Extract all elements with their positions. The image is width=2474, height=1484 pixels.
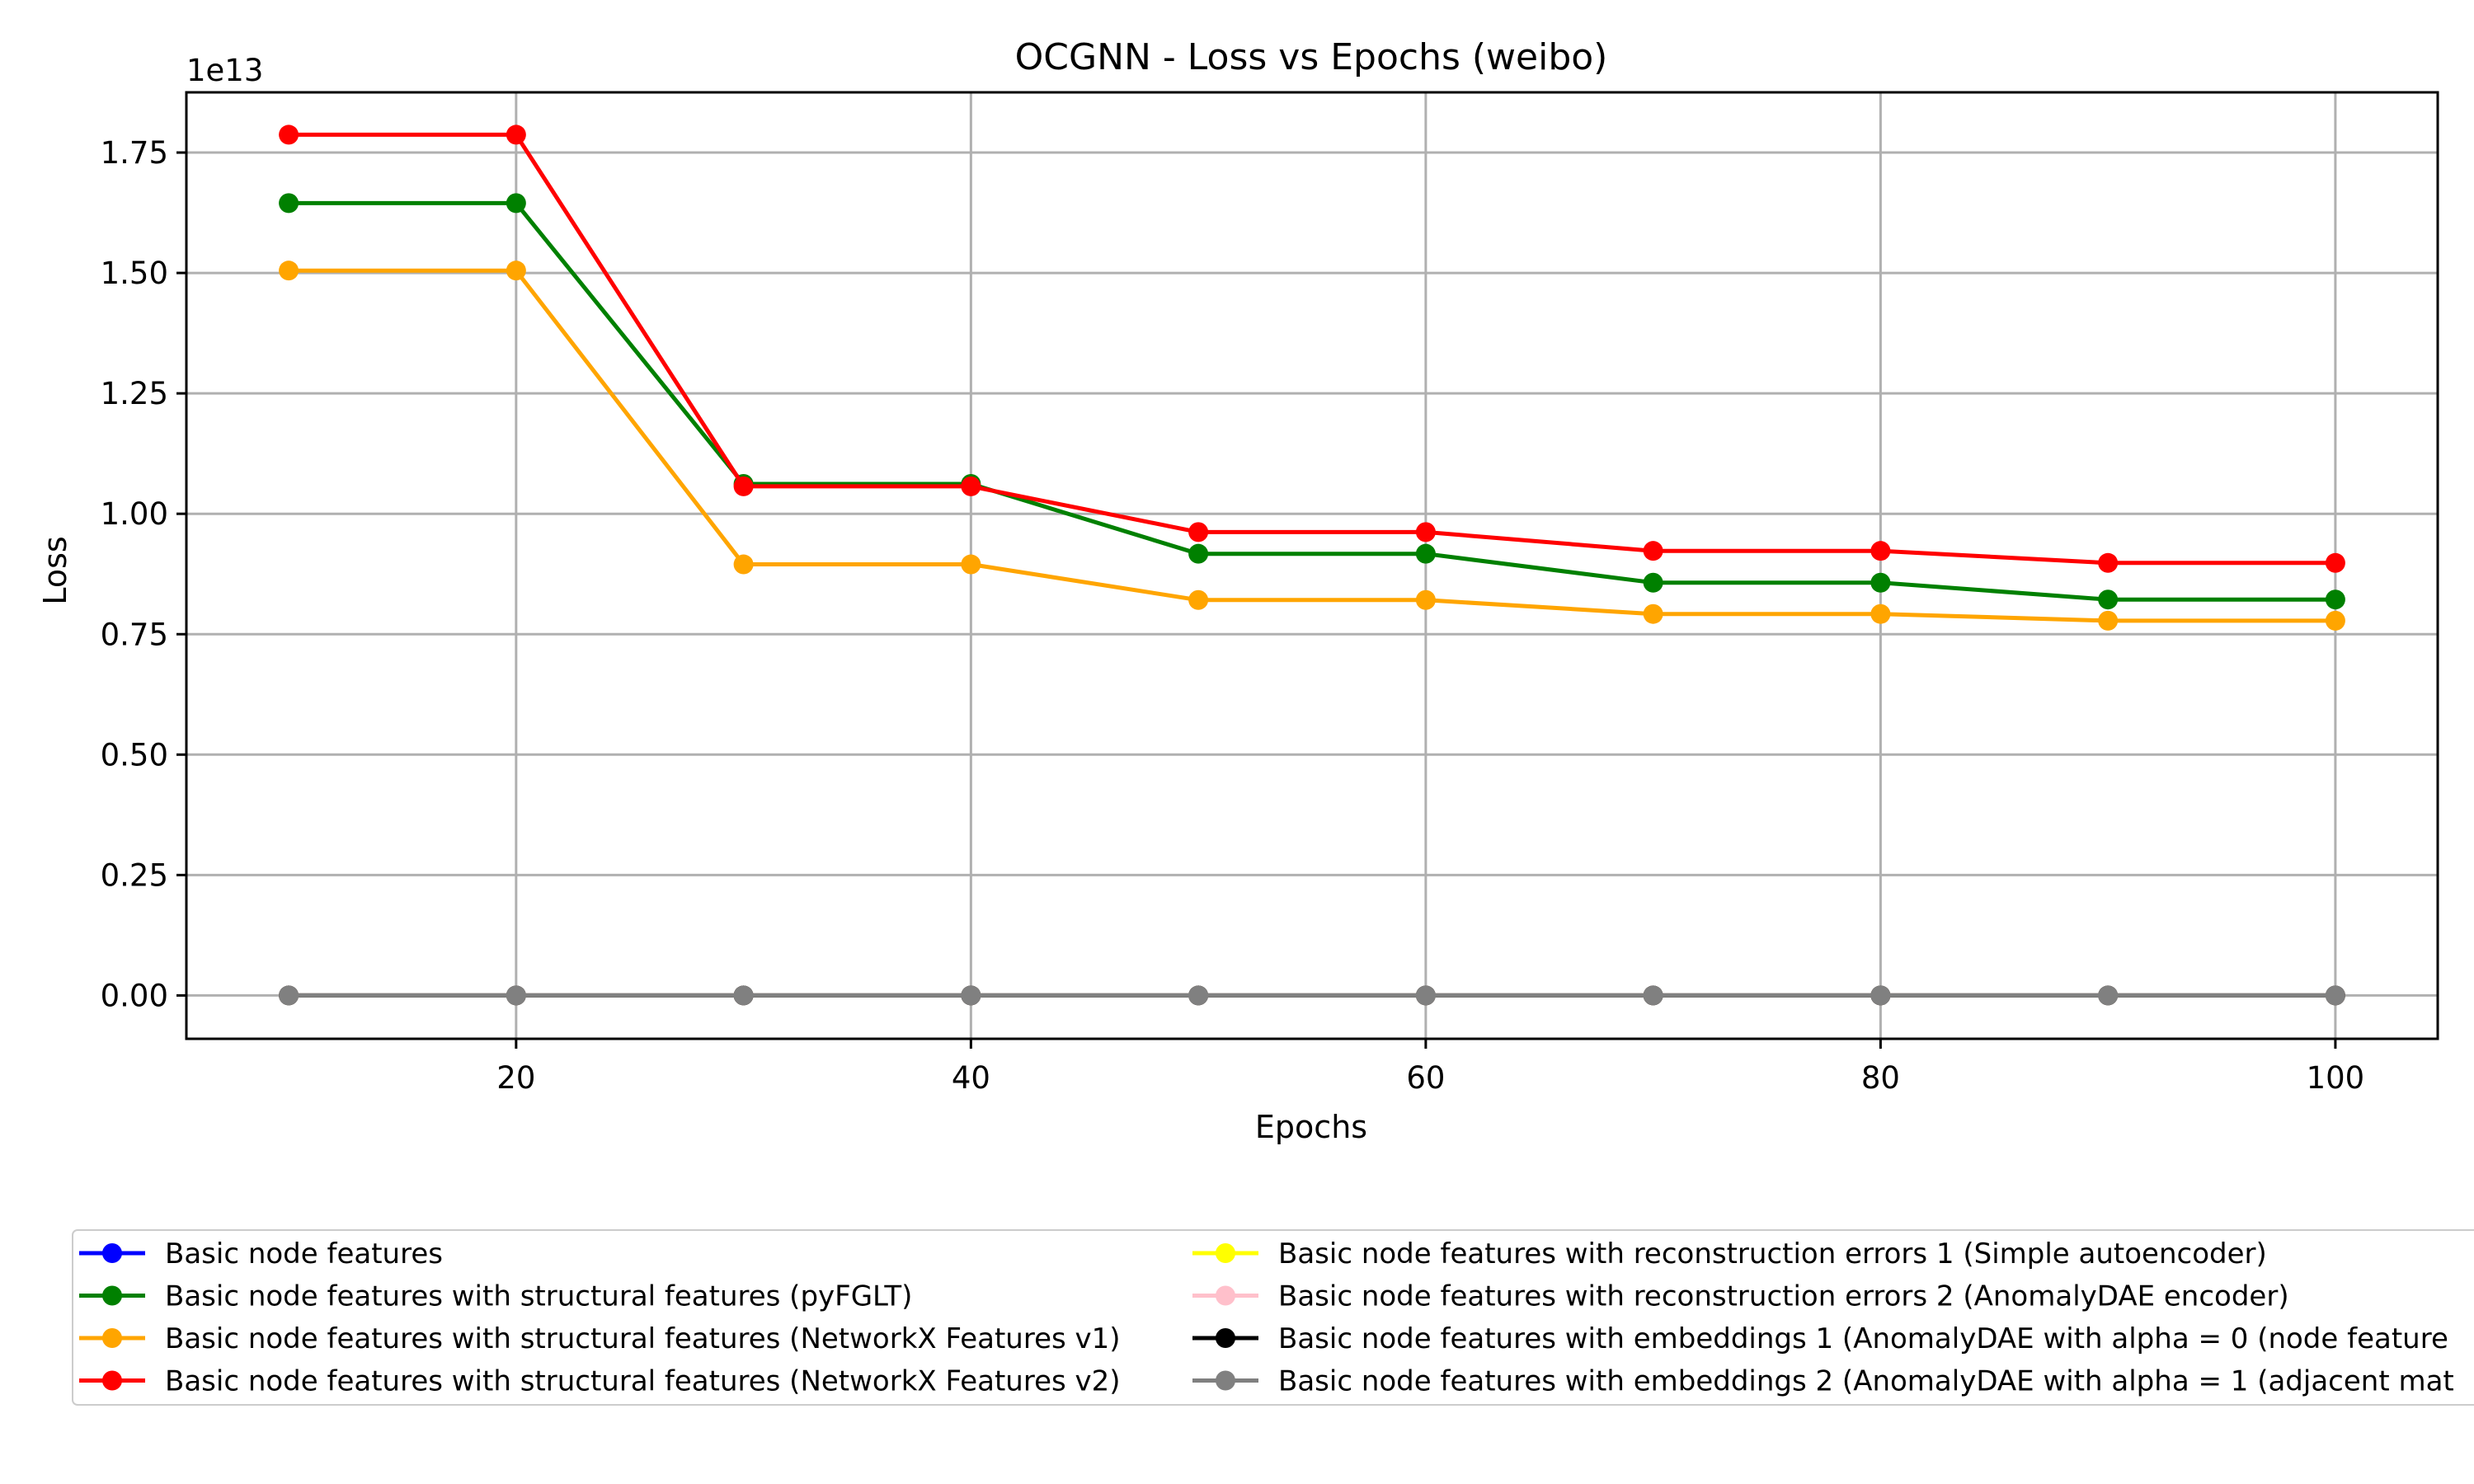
y-tick-label: 0.00: [101, 978, 168, 1013]
data-point: [1415, 589, 1436, 610]
legend-marker: [102, 1370, 122, 1391]
data-point: [1643, 985, 1663, 1006]
y-tick-label: 0.25: [101, 857, 168, 893]
data-point: [279, 985, 299, 1006]
y-axis-offset-label: 1e13: [186, 53, 263, 88]
x-tick-label: 80: [1861, 1060, 1900, 1096]
data-point: [1188, 543, 1209, 564]
data-point: [1870, 572, 1891, 593]
legend-label: Basic node features with embeddings 2 (A…: [1278, 1365, 2454, 1398]
data-point: [2098, 552, 2119, 573]
x-tick-label: 100: [2307, 1060, 2365, 1096]
data-point: [506, 193, 526, 214]
legend-label: Basic node features with structural feat…: [165, 1365, 1121, 1398]
legend-item-1: Basic node features: [79, 1237, 443, 1270]
legend-label: Basic node features with reconstruction …: [1278, 1237, 2267, 1270]
data-point: [1643, 541, 1663, 561]
data-point: [733, 476, 754, 496]
data-point: [1415, 985, 1436, 1006]
data-point: [506, 124, 526, 145]
data-point: [1870, 603, 1891, 624]
data-point: [1415, 522, 1436, 542]
data-point: [279, 124, 299, 145]
series-8: [279, 985, 2345, 1006]
legend-frame: [72, 1229, 2474, 1406]
y-tick-label: 1.75: [101, 135, 168, 171]
data-point: [1188, 985, 1209, 1006]
series-2: [279, 193, 2345, 610]
y-tick-label: 1.00: [101, 496, 168, 532]
data-point: [2098, 610, 2119, 631]
legend-label: Basic node features with structural feat…: [165, 1280, 912, 1313]
axis-ticks: 20 40 60 80 100 0.00 0.25 0.50 0.75 1.00 1.25 1.50 1…: [101, 135, 2365, 1096]
data-point: [2325, 589, 2345, 610]
data-point: [506, 261, 526, 281]
plot-area-frame: [185, 91, 2439, 1040]
series-3: [279, 261, 2345, 631]
data-point: [1870, 541, 1891, 561]
legend-marker: [102, 1243, 122, 1263]
data-point: [1188, 522, 1209, 542]
legend-item-6: Basic node features with reconstruction …: [1192, 1280, 2289, 1313]
x-tick-label: 40: [952, 1060, 990, 1096]
legend: Basic node features Basic node features w…: [72, 1229, 2474, 1406]
data-point: [2325, 985, 2345, 1006]
data-point: [506, 985, 526, 1006]
chart-title: OCGNN - Loss vs Epochs (weibo): [1015, 36, 1608, 78]
legend-label: Basic node features with reconstruction …: [1278, 1280, 2289, 1313]
legend-marker: [1216, 1370, 1235, 1391]
series-line: [289, 132, 2335, 566]
legend-item-4: Basic node features with structural feat…: [79, 1365, 1121, 1398]
data-point: [1643, 603, 1663, 624]
data-point: [1415, 543, 1436, 564]
x-tick-label: 60: [1406, 1060, 1445, 1096]
legend-item-5: Basic node features with reconstruction …: [1192, 1237, 2267, 1270]
legend-marker: [1216, 1328, 1235, 1348]
y-tick-label: 1.25: [101, 376, 168, 411]
legend-item-7: Basic node features with embeddings 1 (A…: [1192, 1322, 2448, 1355]
y-tick-label: 0.50: [101, 737, 168, 773]
x-axis-label: Epochs: [1255, 1109, 1367, 1145]
data-point: [2098, 985, 2119, 1006]
data-point: [279, 193, 299, 214]
legend-marker: [102, 1285, 122, 1306]
legend-item-3: Basic node features with structural feat…: [79, 1322, 1121, 1355]
legend-marker: [1216, 1285, 1235, 1306]
data-point: [1188, 589, 1209, 610]
data-point: [733, 985, 754, 1006]
y-tick-label: 1.50: [101, 256, 168, 291]
data-point: [2325, 552, 2345, 573]
data-point: [961, 554, 981, 575]
y-axis-label: Loss: [37, 536, 73, 604]
data-point: [961, 985, 981, 1006]
series-line: [289, 268, 2335, 623]
data-point: [1643, 572, 1663, 593]
legend-item-2: Basic node features with structural feat…: [79, 1280, 912, 1313]
data-point: [733, 554, 754, 575]
legend-label: Basic node features: [165, 1237, 443, 1270]
data-point: [1870, 985, 1891, 1006]
legend-item-8: Basic node features with embeddings 2 (A…: [1192, 1365, 2454, 1398]
data-point: [2325, 610, 2345, 631]
y-tick-label: 0.75: [101, 617, 168, 652]
data-point: [961, 476, 981, 496]
x-tick-label: 20: [496, 1060, 535, 1096]
legend-marker: [102, 1328, 122, 1348]
series-line: [289, 200, 2335, 602]
legend-marker: [1216, 1243, 1235, 1263]
series-layer: [279, 124, 2345, 1006]
data-point: [2098, 589, 2119, 610]
data-point: [279, 261, 299, 281]
legend-label: Basic node features with structural feat…: [165, 1322, 1121, 1355]
legend-label: Basic node features with embeddings 1 (A…: [1278, 1322, 2448, 1355]
series-4: [279, 124, 2345, 573]
